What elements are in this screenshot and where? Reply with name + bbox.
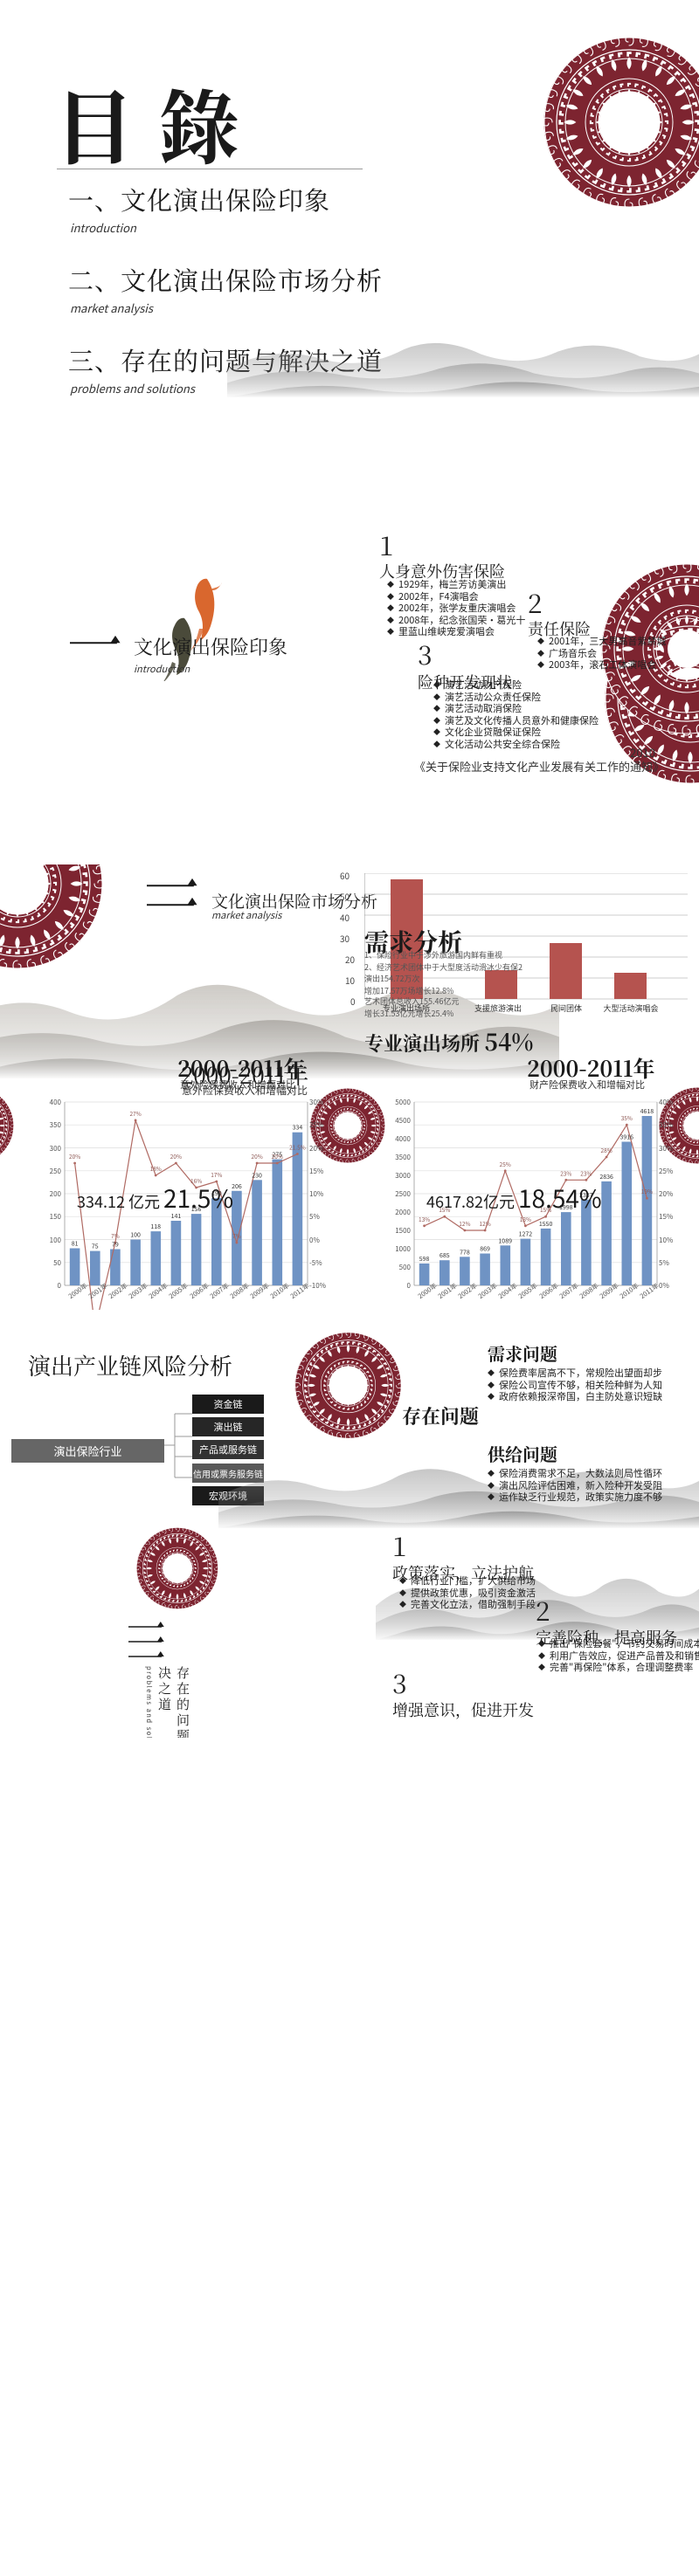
svg-text:20%: 20% — [251, 1152, 262, 1161]
svg-text:12%: 12% — [479, 1219, 490, 1228]
svg-text:13%: 13% — [419, 1215, 430, 1223]
svg-text:869: 869 — [480, 1245, 490, 1254]
svg-text:20%: 20% — [69, 1152, 80, 1161]
svg-text:20%: 20% — [170, 1152, 182, 1161]
svg-text:23%: 23% — [580, 1168, 592, 1177]
svg-text:100: 100 — [130, 1231, 141, 1240]
svg-text:1089: 1089 — [498, 1236, 512, 1245]
svg-text:18%: 18% — [150, 1164, 162, 1173]
svg-text:12%: 12% — [459, 1219, 470, 1228]
svg-text:35%: 35% — [621, 1113, 633, 1122]
svg-text:7%: 7% — [111, 1231, 120, 1240]
svg-text:79: 79 — [112, 1241, 119, 1250]
svg-text:334: 334 — [293, 1124, 303, 1133]
svg-text:230: 230 — [252, 1171, 262, 1180]
svg-text:13%: 13% — [520, 1215, 531, 1223]
svg-text:598: 598 — [419, 1255, 430, 1264]
svg-text:25%: 25% — [500, 1160, 511, 1168]
svg-text:778: 778 — [460, 1248, 470, 1257]
svg-text:17%: 17% — [211, 1170, 222, 1179]
svg-text:81: 81 — [72, 1240, 79, 1249]
svg-text:118: 118 — [150, 1223, 161, 1231]
svg-text:21.5%: 21.5% — [289, 1143, 306, 1152]
svg-text:1550: 1550 — [539, 1220, 553, 1229]
svg-text:7%: 7% — [232, 1231, 241, 1240]
svg-text:3916: 3916 — [620, 1133, 634, 1142]
svg-text:20%: 20% — [272, 1152, 283, 1161]
svg-text:19%: 19% — [641, 1187, 653, 1195]
svg-text:27%: 27% — [129, 1109, 141, 1118]
svg-text:1272: 1272 — [519, 1230, 533, 1239]
svg-text:23%: 23% — [560, 1168, 571, 1177]
svg-text:28%: 28% — [600, 1146, 612, 1154]
svg-text:75: 75 — [92, 1243, 99, 1251]
svg-text:685: 685 — [439, 1251, 450, 1260]
svg-text:4618: 4618 — [640, 1107, 654, 1116]
